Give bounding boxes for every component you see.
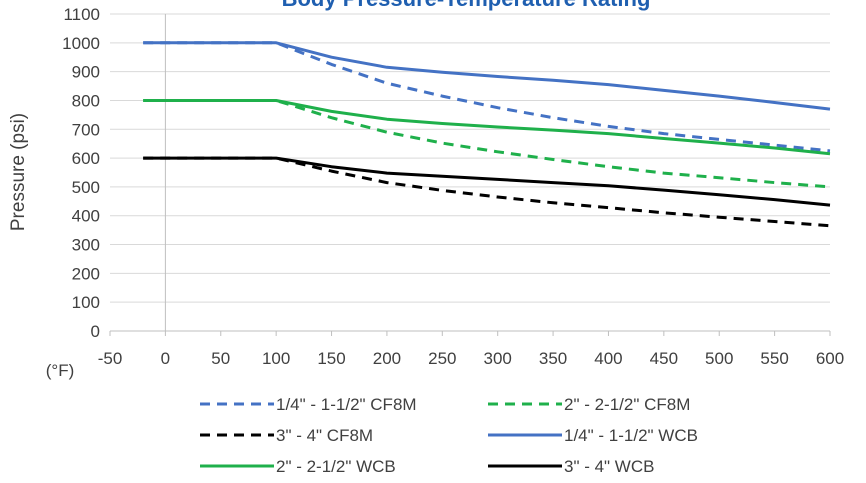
y-tick-label: 600 [72, 149, 100, 168]
x-tick-label: 500 [705, 349, 733, 368]
y-tick-label: 300 [72, 236, 100, 255]
series-line-4 [143, 41, 831, 111]
x-tick-label: 300 [484, 349, 512, 368]
legend-label: 2" - 2-1/2" WCB [276, 457, 396, 476]
legend-label: 3" - 4" WCB [564, 457, 654, 476]
y-tick-labels: 0 100 200 300 400 500 600 700 800 900 1000 1100 [62, 5, 100, 341]
legend-label: 2" - 2-1/2" CF8M [564, 395, 690, 414]
y-tick-label: 200 [72, 264, 100, 283]
y-tick-label: 1000 [62, 34, 100, 53]
legend: 1/4" - 1-1/2" CF8M 2" - 2-1/2" CF8M 3" - 4… [200, 395, 698, 476]
y-tick-label: 500 [72, 178, 100, 197]
legend-label: 3" - 4" CF8M [276, 426, 373, 445]
y-tick-label: 100 [72, 293, 100, 312]
y-tick-label: 1100 [63, 5, 100, 24]
axes [109, 14, 831, 336]
x-tick-label: 0 [161, 349, 170, 368]
y-axis-title: Pressure (psi) [8, 113, 29, 231]
y-tick-label: 800 [72, 91, 100, 110]
x-tick-label: 150 [317, 349, 345, 368]
chart-title: Body Pressure-Temperature Rating [282, 0, 651, 11]
x-tick-label: 450 [650, 349, 678, 368]
x-tick-label: 250 [428, 349, 456, 368]
series-lines [143, 41, 831, 228]
x-tick-label: 600 [816, 349, 844, 368]
legend-label: 1/4" - 1-1/2" CF8M [276, 395, 417, 414]
series-line-1 [143, 41, 831, 153]
x-tick-label: 400 [594, 349, 622, 368]
y-tick-label: 400 [72, 207, 100, 226]
y-tick-label: 700 [72, 120, 100, 139]
x-tick-label: 350 [539, 349, 567, 368]
x-tick-label: -50 [98, 349, 123, 368]
x-axis-unit-label: (°F) [46, 361, 75, 380]
x-tick-label: 50 [211, 349, 230, 368]
series-line-5 [143, 99, 831, 156]
x-tick-label: 200 [373, 349, 401, 368]
y-tick-label: 900 [72, 63, 100, 82]
x-tick-label: 550 [760, 349, 788, 368]
series-line-6 [143, 156, 831, 207]
y-tick-label: 0 [91, 322, 100, 341]
legend-label: 1/4" - 1-1/2" WCB [564, 426, 698, 445]
x-tick-label: 100 [262, 349, 290, 368]
x-tick-labels: -50 0 50 100 150 200 250 300 350 400 450 500 550 600 [98, 349, 844, 368]
